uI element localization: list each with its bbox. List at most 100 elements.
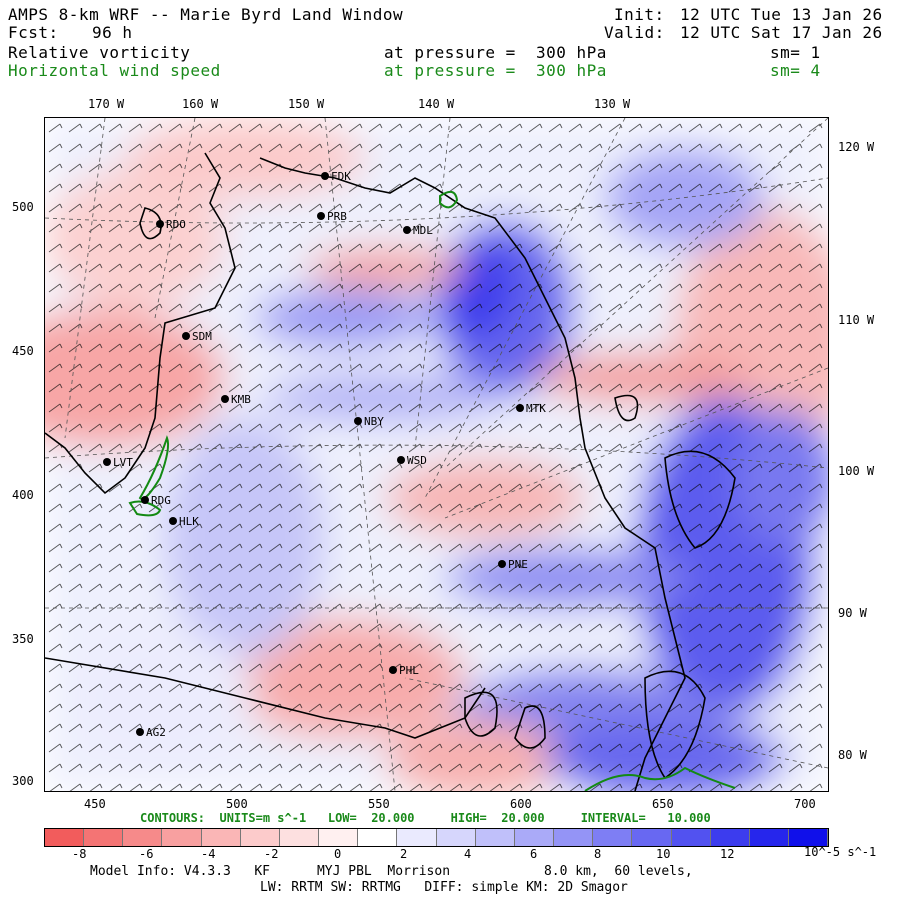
colorbar-swatch xyxy=(554,829,594,846)
field1-name: Relative vorticity xyxy=(8,43,191,62)
colorbar-swatch xyxy=(397,829,437,846)
lon-label-right: 120 W xyxy=(838,140,875,154)
vorticity-map: FDK RDO PRB MDL SDM KMB NBY MTK WSD LVT RDG HLK PNE P… xyxy=(45,118,828,791)
colorbar-tick-label: 12 xyxy=(720,847,735,861)
grid-tick-left: 400 xyxy=(12,488,34,502)
lon-label-top: 170 W xyxy=(88,97,125,111)
station-label: PNE xyxy=(508,558,528,571)
colorbar-swatch xyxy=(749,829,789,846)
station-label: RDG xyxy=(151,494,171,507)
station-marker xyxy=(389,666,397,674)
colorbar-swatch xyxy=(123,829,163,846)
grid-tick-bottom: 600 xyxy=(510,797,532,811)
lon-label-right: 80 W xyxy=(838,748,867,762)
station-marker xyxy=(141,496,149,504)
colorbar-swatch xyxy=(240,829,280,846)
station-label: NBY xyxy=(364,415,384,428)
colorbar-swatch xyxy=(671,829,711,846)
lon-label-top: 140 W xyxy=(418,97,455,111)
colorbar-swatch xyxy=(436,829,476,846)
lon-label-top: 150 W xyxy=(288,97,325,111)
field2-smoothing: sm= 4 xyxy=(770,61,821,80)
station-marker xyxy=(169,517,177,525)
wind-speed-contours xyxy=(128,190,736,791)
colorbar-tick-label: -2 xyxy=(264,847,279,861)
station-label: KMB xyxy=(231,393,251,406)
colorbar-swatch xyxy=(162,829,202,846)
colorbar-swatch xyxy=(475,829,515,846)
forecast-hour: 96 h xyxy=(92,23,133,42)
station-layer: FDK RDO PRB MDL SDM KMB NBY MTK WSD LVT RDG HLK PNE P… xyxy=(103,170,546,739)
station-marker xyxy=(516,404,524,412)
colorbar-swatch xyxy=(788,829,829,846)
field1-pressure: at pressure = 300 hPa xyxy=(384,43,607,62)
map-title: AMPS 8-km WRF -- Marie Byrd Land Window xyxy=(8,5,404,24)
grid-tick-left: 500 xyxy=(12,200,34,214)
colorbar-swatch xyxy=(632,829,672,846)
lon-label-right: 110 W xyxy=(838,313,875,327)
grid-tick-bottom: 700 xyxy=(794,797,816,811)
colorbar-swatch xyxy=(358,829,398,846)
field2-name: Horizontal wind speed xyxy=(8,61,221,80)
colorbar-tick-label: 6 xyxy=(530,847,538,861)
colorbar-tick-label: -4 xyxy=(201,847,216,861)
colorbar-swatch xyxy=(710,829,750,846)
grid-tick-left: 350 xyxy=(12,632,34,646)
colorbar-tick-label: 4 xyxy=(464,847,472,861)
colorbar-tick-label: -8 xyxy=(72,847,87,861)
station-marker xyxy=(403,226,411,234)
grid-tick-bottom: 500 xyxy=(226,797,248,811)
grid-tick-bottom: 550 xyxy=(368,797,390,811)
lon-label-top: 160 W xyxy=(182,97,219,111)
station-label: SDM xyxy=(192,330,212,343)
colorbar-tick-label: 8 xyxy=(594,847,602,861)
colorbar-swatch xyxy=(84,829,124,846)
colorbar-tick-label: 10 xyxy=(656,847,671,861)
grid-tick-left: 300 xyxy=(12,774,34,788)
station-marker xyxy=(103,458,111,466)
station-label: RDO xyxy=(166,218,186,231)
lon-label-right: 90 W xyxy=(838,606,867,620)
colorbar-swatch xyxy=(45,829,85,846)
model-info: Model Info: V4.3.3 KF MYJ PBL Morrison 8… xyxy=(90,864,693,879)
colorbar-units: 10^-5 s^-1 xyxy=(804,845,877,859)
station-label: MTK xyxy=(526,402,546,415)
grid-tick-bottom: 450 xyxy=(84,797,106,811)
colorbar-swatch xyxy=(593,829,633,846)
wind-barbs xyxy=(45,118,828,791)
station-label: HLK xyxy=(179,515,199,528)
init-label: Init: xyxy=(614,5,665,24)
station-label: LVT xyxy=(113,456,133,469)
physics-info: LW: RRTM SW: RRTMG DIFF: simple KM: 2D S… xyxy=(260,880,628,895)
colorbar-tick-label: -6 xyxy=(139,847,154,861)
station-label: MDL xyxy=(413,224,433,237)
valid-time: 12 UTC Sat 17 Jan 26 xyxy=(680,23,883,42)
grid-tick-bottom: 650 xyxy=(652,797,674,811)
station-marker xyxy=(317,212,325,220)
init-time: 12 UTC Tue 13 Jan 26 xyxy=(680,5,883,24)
contour-info: CONTOURS: UNITS=m s^-1 LOW= 20.000 HIGH=… xyxy=(140,811,711,825)
station-marker xyxy=(156,220,164,228)
colorbar-swatch xyxy=(319,829,359,846)
field1-smoothing: sm= 1 xyxy=(770,43,821,62)
station-label: WSD xyxy=(407,454,427,467)
station-marker xyxy=(321,172,329,180)
colorbar-swatch xyxy=(514,829,555,846)
station-label: PHL xyxy=(399,664,419,677)
station-marker xyxy=(498,560,506,568)
grid-tick-left: 450 xyxy=(12,344,34,358)
lon-label-top: 130 W xyxy=(594,97,631,111)
colorbar xyxy=(44,828,829,847)
colorbar-swatch xyxy=(201,829,241,846)
station-label: AG2 xyxy=(146,726,166,739)
colorbar-tick-label: 0 xyxy=(334,847,342,861)
station-label: PRB xyxy=(327,210,347,223)
station-marker xyxy=(136,728,144,736)
station-marker xyxy=(354,417,362,425)
valid-label: Valid: xyxy=(604,23,665,42)
station-marker xyxy=(182,332,190,340)
colorbar-swatch xyxy=(279,829,320,846)
colorbar-tick-label: 2 xyxy=(400,847,408,861)
coastline xyxy=(45,152,736,791)
field2-pressure: at pressure = 300 hPa xyxy=(384,61,607,80)
